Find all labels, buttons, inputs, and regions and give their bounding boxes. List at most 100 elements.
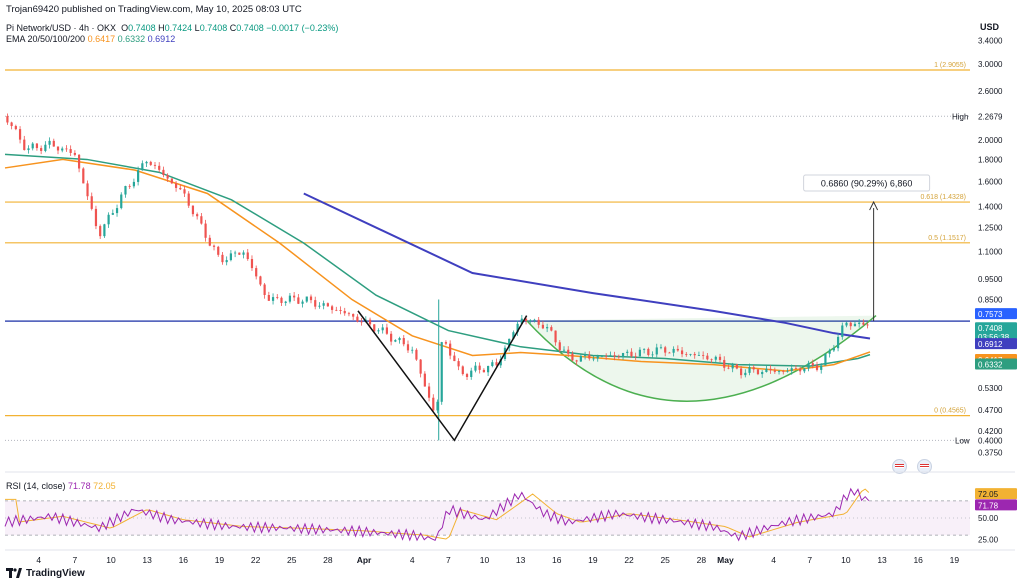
candle-body [297, 297, 300, 304]
fib-level-label: 0.5 (1.1517) [928, 235, 966, 242]
candle-body [474, 365, 477, 371]
candle-body [689, 353, 692, 355]
rsi-legend[interactable]: RSI (14, close) 71.78 72.05 [6, 481, 116, 491]
candle-body [347, 313, 351, 315]
ema-100-line[interactable] [4, 153, 871, 367]
time-axis-tick: 16 [913, 555, 923, 565]
candle-body [61, 148, 64, 151]
candle-body [330, 306, 334, 310]
candle-body [811, 363, 814, 366]
candle-body [676, 348, 679, 351]
candle-body [524, 318, 528, 322]
candle-body [529, 320, 532, 322]
time-axis-tick: 7 [73, 555, 78, 565]
candle-body [398, 338, 401, 341]
cup-pattern-curve[interactable] [526, 315, 877, 402]
candle-body [124, 186, 127, 195]
price-axis-tick: 1.2500 [978, 224, 1003, 233]
rsi-value-badge [975, 488, 1017, 500]
price-axis-tick: 2.0000 [978, 136, 1003, 145]
candle-body [343, 310, 346, 314]
tradingview-footer[interactable]: TradingView [6, 568, 85, 579]
candle-body [773, 370, 776, 372]
candle-body [444, 342, 448, 344]
us-flag-icon[interactable] [892, 459, 907, 474]
candle-body [137, 170, 140, 182]
currency-label[interactable]: USD [980, 22, 1000, 32]
candle-body [166, 175, 169, 179]
candle-body [731, 364, 734, 369]
ema100-value: 0.6912 [147, 34, 176, 44]
measure-arrowhead-icon [869, 200, 879, 211]
candle-body [322, 303, 325, 306]
candle-body [600, 355, 604, 357]
candle-body [69, 149, 72, 153]
price-axis-tick: 0.3750 [978, 448, 1003, 457]
candle-body [567, 349, 570, 354]
time-axis-tick: 4 [771, 555, 776, 565]
candle-body [6, 116, 9, 123]
candle-body [790, 368, 793, 371]
candle-body [132, 181, 136, 187]
candle-body [309, 296, 313, 301]
candle-body [246, 252, 249, 260]
candle-body [482, 369, 485, 373]
candle-body [255, 268, 258, 277]
candle-body [103, 224, 106, 237]
price-axis-tick: 0.4700 [978, 406, 1003, 415]
candle-body [276, 297, 279, 298]
candle-body [499, 358, 502, 366]
v-pattern-lines[interactable] [357, 310, 528, 442]
candle-body [18, 129, 22, 140]
price-label-badge [975, 338, 1017, 350]
ema-200-line[interactable] [303, 192, 871, 340]
candle-body [250, 259, 254, 269]
candle-body [225, 260, 228, 263]
ema-50-line[interactable] [4, 158, 871, 372]
candle-body [487, 366, 490, 373]
price-label-value: 0.7408 [978, 324, 1003, 333]
candle-body [191, 205, 195, 215]
candle-body [90, 196, 93, 209]
candle-body [697, 355, 701, 356]
time-axis-tick: 19 [588, 555, 598, 565]
time-axis-tick: 22 [251, 555, 261, 565]
candle-body [748, 367, 751, 373]
symbol-name[interactable]: Pi Network/USD · 4h · OKX [6, 23, 117, 33]
candle-body [271, 297, 275, 301]
ema-legend[interactable]: EMA 20/50/100/200 0.6417 0.6332 0.6912 [6, 34, 175, 44]
candle-body [571, 353, 574, 361]
rsi-line[interactable] [4, 487, 870, 542]
candle-body [508, 338, 511, 348]
fib-level-label: 0 (0.4565) [934, 408, 966, 415]
price-label-value: 0.6912 [978, 340, 1003, 349]
candle-body [647, 348, 650, 356]
fib-level-label: 0.618 (1.4328) [920, 194, 966, 201]
candle-body [187, 193, 190, 206]
candle-body [141, 163, 144, 171]
candle-body [86, 183, 89, 197]
candle-body [710, 359, 713, 361]
candle-body [613, 355, 616, 357]
candle-body [402, 338, 405, 345]
candle-body [799, 368, 802, 372]
price-label-value: 0.7573 [978, 310, 1003, 319]
us-flag-icon[interactable] [917, 459, 932, 474]
price-label-badge [975, 110, 1017, 122]
candle-body [436, 401, 439, 411]
candle-body [77, 154, 81, 169]
time-axis-tick: 7 [807, 555, 812, 565]
time-axis-tick: 22 [624, 555, 634, 565]
candle-body [158, 165, 161, 170]
rsi-value: 71.78 [68, 481, 91, 491]
candle-body [718, 356, 722, 360]
candle-body [120, 194, 123, 209]
candle-body [149, 161, 152, 165]
rsi-ma-value: 72.05 [93, 481, 116, 491]
candle-body [373, 324, 376, 332]
rsi-value-badge [975, 499, 1017, 511]
candle-body [752, 367, 755, 370]
price-axis-tick: 0.4200 [978, 427, 1003, 436]
candle-body [512, 332, 515, 339]
